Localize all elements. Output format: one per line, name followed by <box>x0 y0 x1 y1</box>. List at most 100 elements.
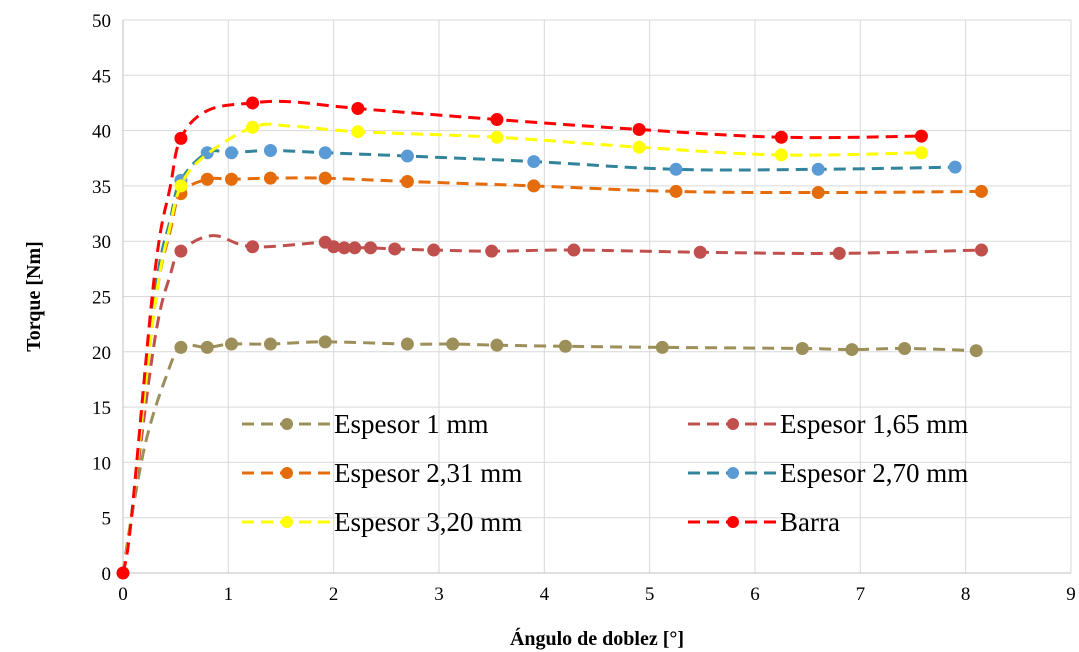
legend-swatch-marker <box>281 467 293 479</box>
data-point <box>224 172 238 186</box>
data-point <box>174 131 188 145</box>
data-point <box>490 338 504 352</box>
data-point <box>974 243 988 257</box>
data-point <box>200 172 214 186</box>
data-point <box>969 344 983 358</box>
legend-item: Espesor 1,65 mm <box>688 409 968 439</box>
data-point <box>898 341 912 355</box>
legend-label: Espesor 1 mm <box>334 409 489 439</box>
series-3 <box>121 171 988 574</box>
data-point <box>200 340 214 354</box>
data-point <box>567 243 581 257</box>
data-point <box>318 171 332 185</box>
legend-item: Espesor 1 mm <box>242 409 489 439</box>
legend-swatch-marker <box>727 418 739 430</box>
y-tick-label: 10 <box>92 453 111 474</box>
legend: Espesor 1 mm Espesor 1,65 mm Espesor 2,31 … <box>242 409 968 537</box>
series-layer <box>116 96 988 580</box>
data-point <box>388 242 402 256</box>
y-tick-label: 0 <box>102 564 112 585</box>
data-point <box>669 162 683 176</box>
y-tick-label: 30 <box>92 232 111 253</box>
data-point <box>914 146 928 160</box>
data-point <box>774 130 788 144</box>
data-point <box>351 101 365 115</box>
x-tick-label: 1 <box>224 584 234 605</box>
series-line <box>121 122 922 574</box>
data-point <box>632 140 646 154</box>
y-axis-title: Torque [Nm] <box>23 241 45 352</box>
data-point <box>224 146 238 160</box>
x-tick-label: 4 <box>540 584 550 605</box>
legend-swatch-marker <box>281 418 293 430</box>
x-tick-label: 0 <box>118 584 128 605</box>
legend-label: Barra <box>780 507 840 537</box>
y-tick-labels: 0 5 10 15 20 25 30 35 40 45 50 <box>92 11 111 585</box>
data-point <box>974 184 988 198</box>
data-point <box>527 155 541 169</box>
y-tick-label: 15 <box>92 398 111 419</box>
data-point <box>527 179 541 193</box>
x-tick-label: 7 <box>856 584 866 605</box>
data-point <box>811 162 825 176</box>
data-point <box>174 244 188 258</box>
y-tick-label: 35 <box>92 177 111 198</box>
data-point <box>485 244 499 258</box>
x-tick-label: 8 <box>961 584 971 605</box>
data-point <box>174 340 188 354</box>
data-point <box>174 179 188 193</box>
data-point <box>774 148 788 162</box>
data-point <box>490 130 504 144</box>
legend-item: Espesor 2,31 mm <box>242 458 522 488</box>
x-tick-label: 2 <box>329 584 339 605</box>
legend-swatch-marker <box>727 516 739 528</box>
data-point <box>263 171 277 185</box>
data-point <box>224 337 238 351</box>
data-point <box>446 337 460 351</box>
data-point <box>263 337 277 351</box>
series-1 <box>121 335 983 574</box>
y-tick-label: 50 <box>92 11 111 32</box>
x-axis-title: Ángulo de doblez [°] <box>510 627 684 650</box>
data-point <box>795 341 809 355</box>
data-point <box>948 160 962 174</box>
data-point <box>348 241 362 255</box>
legend-label: Espesor 1,65 mm <box>780 409 968 439</box>
data-point <box>490 113 504 127</box>
data-point <box>400 337 414 351</box>
data-point <box>655 340 669 354</box>
axes <box>122 20 1071 574</box>
data-point <box>632 122 646 136</box>
series-6 <box>116 96 928 580</box>
y-tick-label: 5 <box>102 509 112 530</box>
data-point <box>914 129 928 143</box>
data-point <box>200 146 214 160</box>
data-point <box>693 245 707 259</box>
legend-swatch-marker <box>727 467 739 479</box>
data-point <box>351 125 365 139</box>
x-tick-label: 3 <box>434 584 444 605</box>
data-point <box>364 241 378 255</box>
series-line <box>121 176 982 574</box>
data-point <box>318 335 332 349</box>
y-tick-label: 45 <box>92 66 111 87</box>
data-point <box>811 186 825 200</box>
legend-swatch-marker <box>281 516 293 528</box>
data-point <box>246 240 260 254</box>
series-line <box>121 99 922 574</box>
data-point <box>558 339 572 353</box>
y-tick-label: 25 <box>92 288 111 309</box>
data-point <box>116 566 130 580</box>
x-tick-label: 5 <box>645 584 655 605</box>
legend-label: Espesor 2,70 mm <box>780 458 968 488</box>
x-tick-label: 9 <box>1066 584 1076 605</box>
legend-item: Espesor 2,70 mm <box>688 458 968 488</box>
data-point <box>318 146 332 160</box>
legend-label: Espesor 2,31 mm <box>334 458 522 488</box>
data-point <box>845 343 859 357</box>
data-point <box>400 174 414 188</box>
legend-item: Barra <box>688 507 840 537</box>
data-point <box>832 246 846 260</box>
legend-label: Espesor 3,20 mm <box>334 507 522 537</box>
